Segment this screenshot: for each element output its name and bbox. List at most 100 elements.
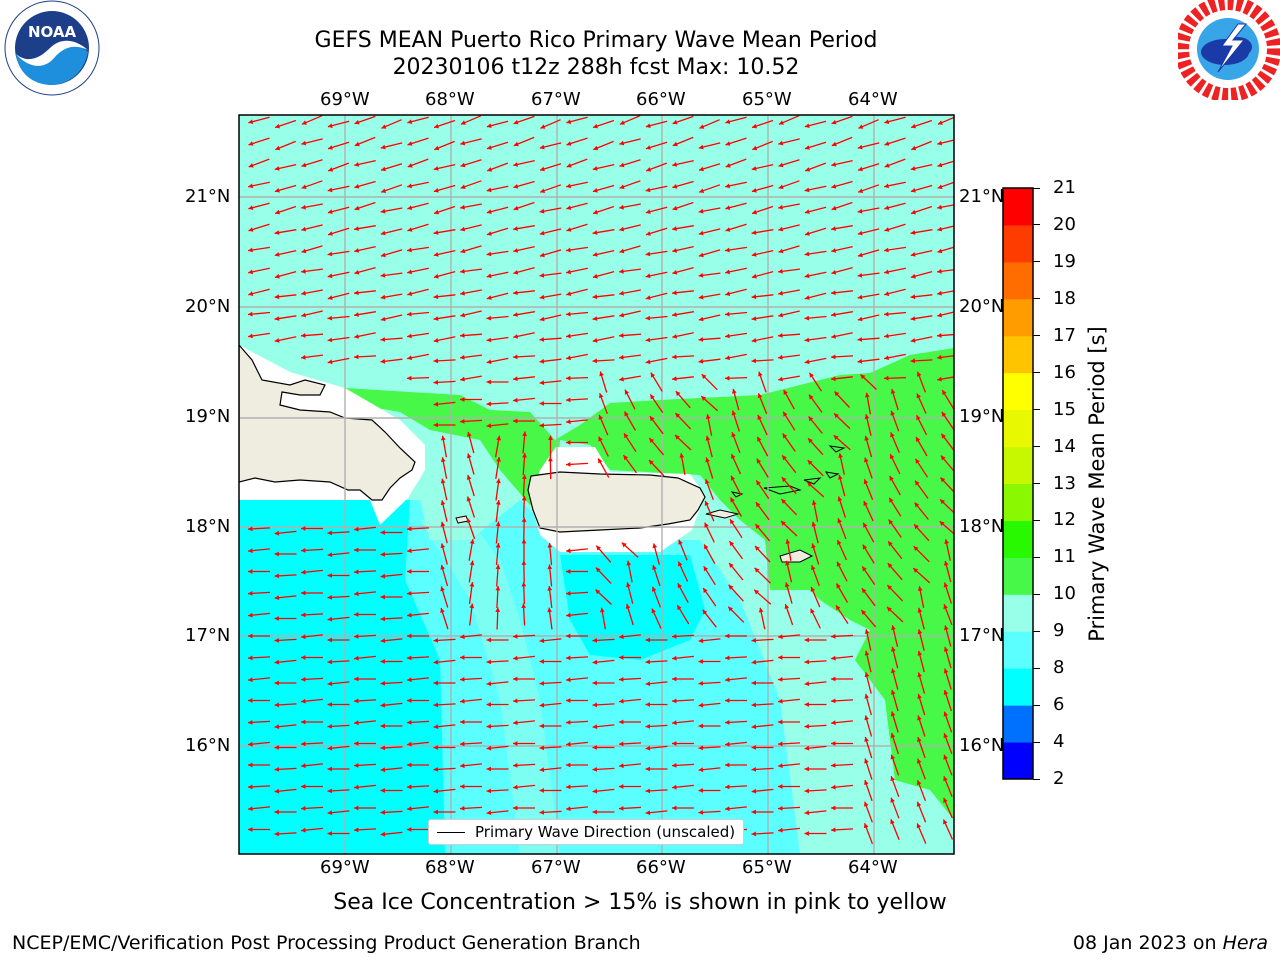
wave-arrow-head [804, 788, 809, 794]
wave-arrow-head [672, 334, 677, 339]
wave-arrow-head [725, 720, 730, 725]
wave-arrow-head [891, 646, 896, 652]
wave-arrow-head [301, 162, 307, 168]
wave-arrow-head [678, 539, 683, 545]
wave-arrow-head [301, 784, 306, 789]
wave-arrow-head [539, 767, 545, 773]
wave-arrow-head [248, 569, 253, 574]
wave-arrow-head [566, 655, 571, 661]
wave-arrow-head [831, 226, 836, 231]
wave-arrow-head [593, 209, 598, 215]
wave-arrow-head [811, 521, 817, 527]
wave-arrow-head [381, 188, 387, 193]
wave-arrow-head [440, 586, 445, 592]
wave-arrow-head [248, 119, 254, 124]
wave-arrow-head [380, 594, 385, 600]
wave-arrow-head [914, 502, 920, 508]
wave-arrow-head [913, 546, 919, 551]
lat-label-right-16n: 16°N [959, 735, 1005, 756]
wave-arrow-head [645, 766, 650, 772]
wave-arrow-head [731, 410, 737, 416]
wave-arrow-head [725, 375, 730, 381]
colorbar-tick-label: 14 [1053, 435, 1076, 457]
wave-arrow-head [566, 720, 571, 725]
wave-arrow-head [831, 634, 836, 639]
wave-arrow-head [301, 677, 306, 682]
wave-arrow-head [937, 140, 943, 146]
wave-arrow-head [943, 668, 949, 674]
wave-arrow-head [916, 371, 922, 377]
wave-arrow-head [592, 702, 597, 708]
colorbar-tick-mark [1033, 630, 1040, 632]
wave-arrow-head [440, 608, 445, 613]
wave-arrow-head [248, 655, 253, 661]
wave-arrow-head [937, 162, 943, 168]
wave-arrow-head [592, 273, 598, 279]
wave-arrow-head [592, 358, 597, 364]
wave-arrow-head [592, 745, 597, 750]
wave-arrow-head [274, 294, 280, 300]
wave-arrow-head [566, 591, 571, 596]
wave-arrow-head [911, 209, 916, 215]
wave-arrow-head [757, 436, 762, 442]
wave-arrow-head [943, 819, 948, 825]
wave-arrow-head [698, 810, 703, 815]
lon-label-top-65w: 65°W [742, 89, 792, 110]
wave-arrow-head [865, 392, 870, 398]
colorbar-tick-mark [1033, 298, 1040, 300]
hispaniola-land [239, 344, 416, 501]
wave-arrow-head [327, 337, 333, 343]
wave-arrow-head [626, 582, 631, 588]
wave-arrow-head [248, 741, 253, 747]
wave-arrow-head [460, 333, 465, 338]
wave-arrow-head [778, 827, 783, 833]
wave-arrow-head [440, 521, 446, 527]
wave-arrow-head [513, 784, 518, 790]
wave-arrow-head [781, 521, 786, 526]
wave-arrow-head [460, 162, 466, 168]
wave-arrow-head [327, 831, 332, 836]
lat-label-left-18n: 18°N [185, 516, 231, 537]
wave-arrow-head [624, 389, 630, 395]
noaa-logo: NOAA [4, 0, 100, 96]
wave-arrow-head [910, 230, 916, 235]
wave-arrow-head [672, 141, 678, 147]
wave-arrow-head [831, 827, 836, 833]
wave-arrow-head [301, 269, 306, 274]
wave-arrow-head [433, 380, 438, 385]
wave-arrow-head [566, 333, 571, 339]
wave-arrow-head [407, 827, 412, 832]
wave-arrow-head [778, 269, 783, 274]
wave-arrow-head [274, 745, 279, 750]
wave-arrow-head [672, 226, 677, 231]
wave-arrow-head [521, 539, 527, 544]
wave-arrow-head [864, 414, 870, 420]
wave-arrow-head [914, 524, 919, 530]
wave-arrow-head [301, 120, 307, 125]
lon-label-bottom-67w: 67°W [531, 857, 581, 878]
wave-arrow-head [917, 586, 923, 591]
wave-arrow-head [248, 247, 253, 253]
wave-arrow-head [729, 541, 735, 547]
colorbar-tick-mark [1033, 741, 1040, 743]
wave-arrow-head [831, 784, 836, 790]
colorbar-tick-mark [1033, 335, 1040, 337]
wave-arrow-head [380, 273, 386, 278]
wave-arrow-head [937, 290, 942, 296]
wave-arrow-head [884, 291, 890, 296]
wave-arrow-head [651, 608, 656, 614]
wave-arrow-head [679, 453, 685, 458]
wave-arrow-head [645, 681, 651, 687]
wave-arrow-head [460, 354, 465, 360]
wave-arrow-head [301, 290, 306, 296]
map-frame [238, 114, 955, 855]
wave-arrow-head [675, 391, 681, 397]
wave-arrow-head [380, 230, 386, 236]
wave-arrow-head [407, 569, 412, 574]
wave-arrow-head [248, 227, 254, 232]
wave-arrow-head [783, 389, 788, 395]
wave-arrow-head [486, 251, 492, 257]
wave-arrow-head [645, 209, 651, 214]
wave-arrow-head [301, 354, 306, 360]
wave-arrow-head [672, 205, 678, 211]
